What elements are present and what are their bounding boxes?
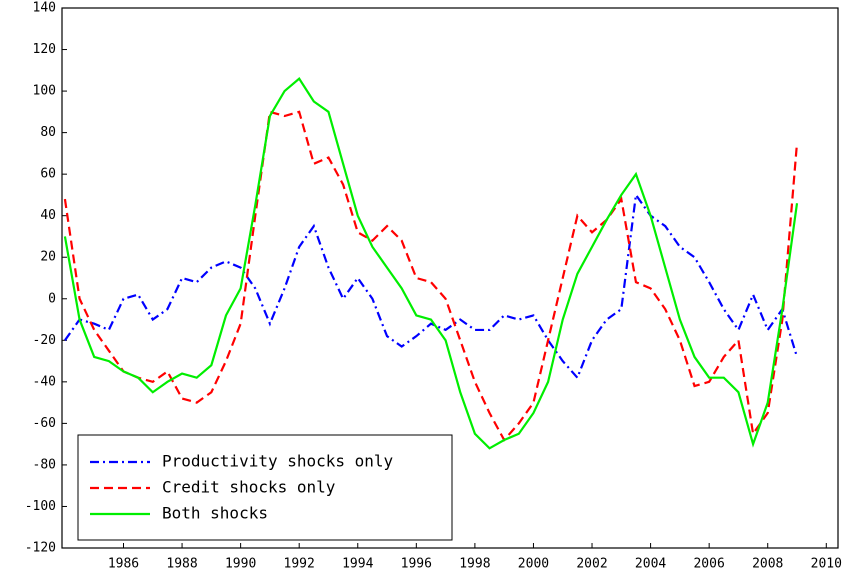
series-line [64,191,799,380]
y-tick-label: 40 [40,208,56,223]
y-tick-label: 100 [33,84,56,99]
y-tick-label: -100 [25,499,56,514]
legend: Productivity shocks only Credit shocks on… [77,434,453,541]
y-tick-label: 60 [40,167,56,182]
legend-label: Productivity shocks only [162,452,394,471]
y-tick-label: -80 [33,457,56,472]
x-tick-label: 1996 [401,557,432,572]
x-tick-label: 1998 [459,557,490,572]
plot-frame [61,7,839,549]
legend-label: Credit shocks only [162,478,336,497]
x-tick-label: 1990 [225,557,256,572]
series-line [63,76,799,450]
x-tick-label: 2002 [576,557,607,572]
x-tick-label: 2006 [693,557,724,572]
x-tick-label: 2010 [811,557,842,572]
y-tick-label: 0 [48,291,56,306]
x-tick-label: 1994 [342,557,373,572]
y-tick-label: 80 [40,125,56,140]
x-tick-label: 2004 [635,557,666,572]
x-tick-label: 1988 [166,557,197,572]
y-tick-label: 120 [33,42,56,57]
legend-label: Both shocks [162,504,268,523]
y-tick-label: -20 [33,333,56,348]
x-tick-label: 1986 [108,557,139,572]
x-tick-label: 2008 [752,557,783,572]
x-tick-label: 2000 [518,557,549,572]
y-tick-label: -60 [33,416,56,431]
x-tick-label: 1992 [284,557,315,572]
y-tick-label: 140 [33,1,56,16]
y-tick-label: 20 [40,250,56,265]
series-line [63,110,799,442]
y-tick-label: -120 [25,541,56,556]
y-tick-label: -40 [33,374,56,389]
